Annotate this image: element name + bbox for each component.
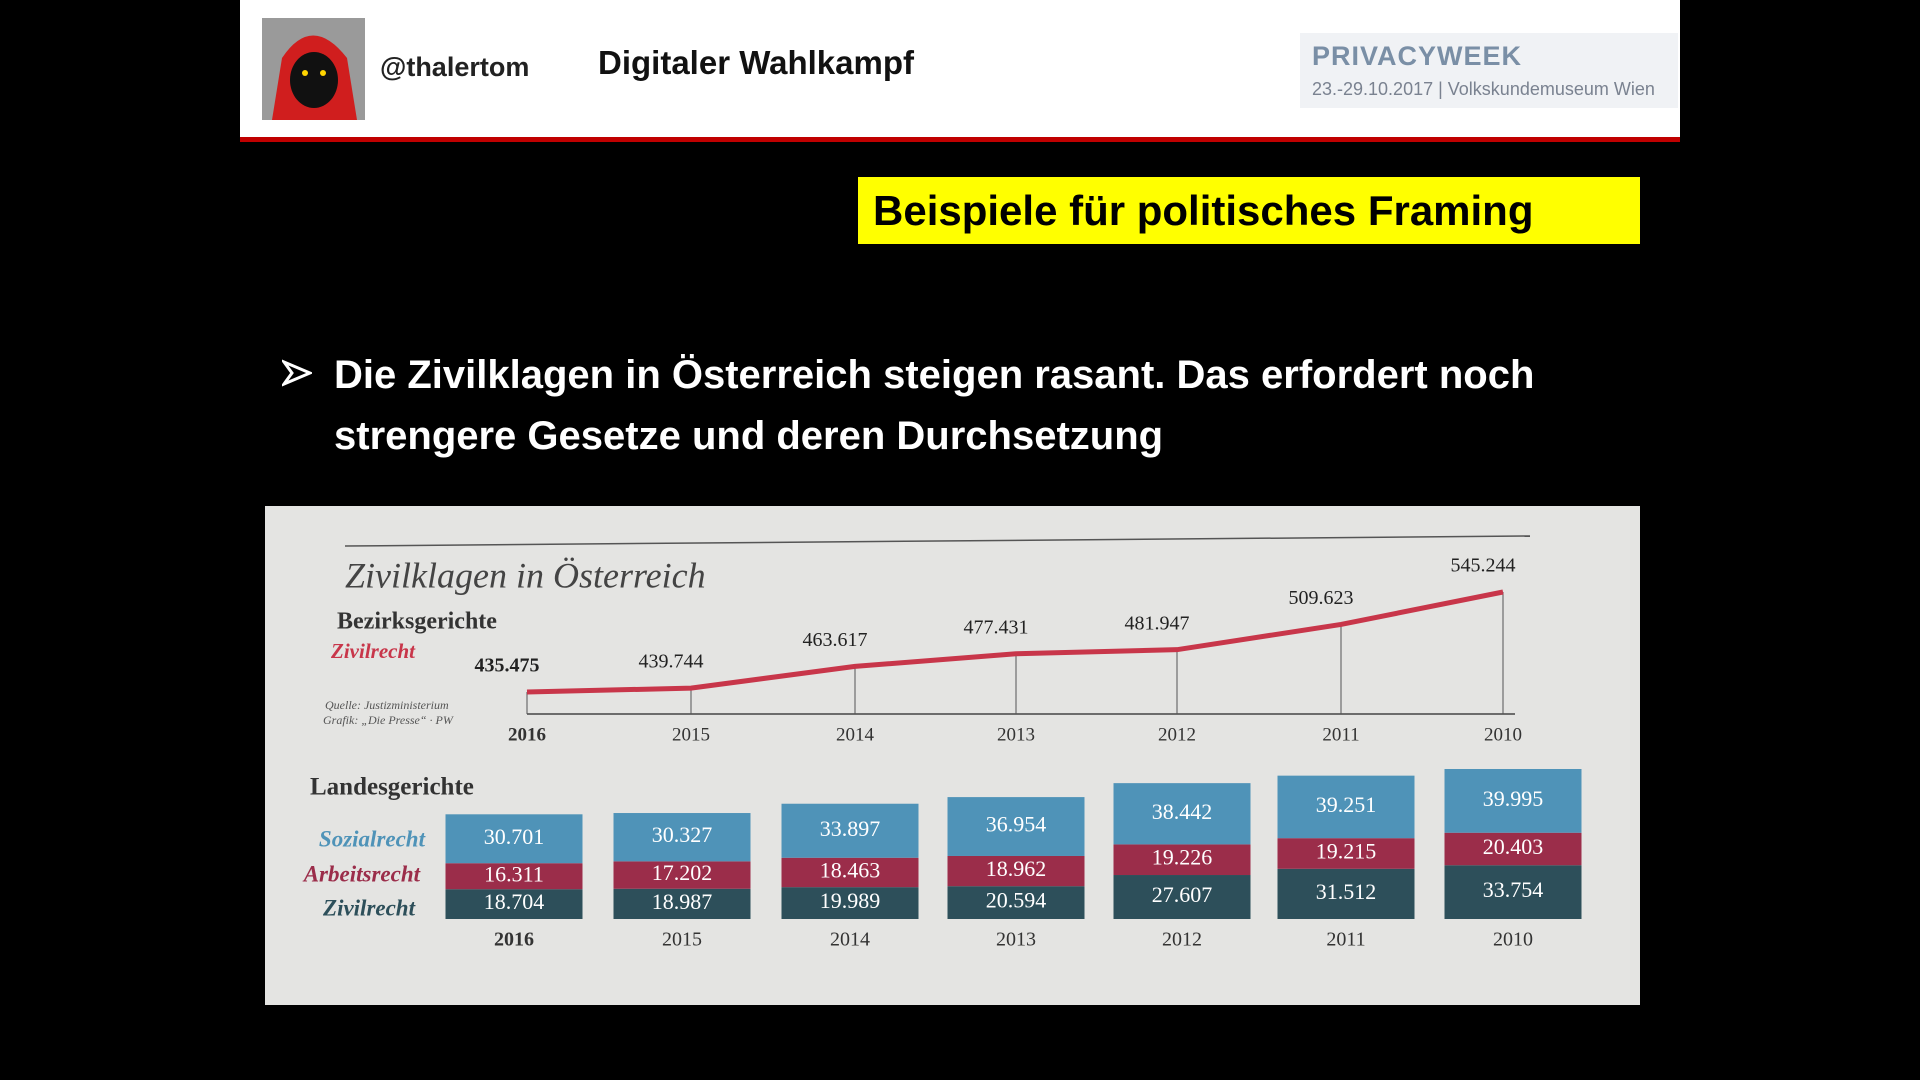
- value-label: 30.327: [652, 822, 713, 847]
- chart-title: Zivilklagen in Österreich: [345, 555, 706, 595]
- logo-title: PRIVACYWEEK: [1312, 41, 1523, 71]
- x-tick-label: 2016: [508, 724, 546, 745]
- bar-segment: [947, 797, 1085, 856]
- bullet-arrow: [282, 359, 312, 387]
- value-label: 19.215: [1316, 839, 1377, 864]
- value-label: 38.442: [1152, 799, 1213, 824]
- value-label: 39.995: [1483, 786, 1544, 811]
- x-tick-label: 2016: [494, 929, 534, 951]
- value-label: 27.607: [1152, 882, 1213, 907]
- bar-segment: [613, 888, 751, 919]
- legend-label: Arbeitsrecht: [302, 861, 421, 886]
- value-label: 17.202: [652, 860, 713, 885]
- bar-segment: [1444, 832, 1582, 866]
- value-label: 20.594: [986, 888, 1047, 913]
- value-label: 39.251: [1316, 792, 1377, 817]
- x-tick-label: 2015: [672, 724, 710, 745]
- bar-segment: [1277, 775, 1415, 839]
- legend-label: Sozialrecht: [319, 826, 426, 851]
- x-tick-label: 2012: [1162, 929, 1202, 951]
- chart-photo: Zivilklagen in Österreich Bezirksgerichte…: [265, 506, 1640, 1005]
- value-label: 33.754: [1483, 877, 1544, 902]
- credit: Grafik: „Die Presse“ · PW: [323, 713, 454, 727]
- value-label: 435.475: [475, 655, 540, 677]
- x-tick-label: 2011: [1326, 929, 1365, 951]
- bar-segment: [947, 886, 1085, 919]
- x-tick-label: 2015: [662, 929, 702, 951]
- value-label: 36.954: [986, 812, 1047, 837]
- slide-heading: Beispiele für politisches Framing: [858, 177, 1640, 244]
- bar-segment: [781, 887, 919, 919]
- bar-segment: [1444, 769, 1582, 833]
- handle: @thalertom: [380, 52, 530, 82]
- value-label: 31.512: [1316, 879, 1377, 904]
- chart-subtitle: Landesgerichte: [310, 774, 474, 801]
- value-label: 19.989: [820, 888, 881, 913]
- line: [526, 589, 1504, 695]
- value-label: 18.463: [820, 857, 881, 882]
- bar-segment: [1113, 875, 1251, 919]
- value-label: 30.701: [484, 824, 545, 849]
- value-label: 33.897: [820, 816, 881, 841]
- logo: PRIVACYWEEK 23.-29.10.2017 | Volkskundem…: [1300, 33, 1678, 108]
- bar-segment: [445, 889, 583, 919]
- x-tick-label: 2011: [1322, 724, 1359, 745]
- value-label: 18.987: [652, 889, 713, 914]
- value-label: 20.403: [1483, 834, 1544, 859]
- source: Quelle: Justizministerium: [325, 698, 449, 712]
- value-label: 463.617: [803, 629, 868, 651]
- chart-subtitle: Bezirksgerichte: [337, 609, 497, 635]
- value-label: 545.244: [1451, 555, 1516, 577]
- x-tick-label: 2012: [1158, 724, 1196, 745]
- x-tick-label: 2010: [1484, 724, 1522, 745]
- bar-segment: [445, 814, 583, 864]
- bar-segment: [781, 857, 919, 888]
- value-label: 481.947: [1125, 612, 1190, 634]
- x-tick-label: 2010: [1493, 929, 1533, 951]
- bar-segment: [1277, 868, 1415, 919]
- header-title: Digitaler Wahlkampf: [598, 44, 914, 81]
- bar-segment: [1113, 783, 1251, 845]
- value-label: 477.431: [964, 616, 1029, 638]
- value-label: 18.704: [484, 889, 545, 914]
- x-tick-label: 2014: [836, 724, 875, 745]
- bar-segment: [1113, 844, 1251, 876]
- header: @thalertom Digitaler Wahlkampf PRIVACYWE…: [240, 0, 1680, 142]
- bar-segment: [1277, 838, 1415, 869]
- bar-segment: [613, 861, 751, 889]
- value-label: 19.226: [1152, 845, 1213, 870]
- bar-segment: [445, 863, 583, 890]
- legend-label: Zivilrecht: [330, 639, 416, 663]
- bar-segment: [781, 803, 919, 858]
- x-tick-label: 2014: [830, 929, 870, 951]
- bar-segment: [1444, 865, 1582, 919]
- bullet-text: Die Zivilklagen in Österreich steigen ra…: [334, 353, 1535, 458]
- value-label: 18.962: [986, 856, 1047, 881]
- x-tick-label: 2013: [997, 724, 1035, 745]
- value-label: 439.744: [639, 651, 704, 673]
- avatar: [262, 18, 365, 120]
- logo-subtitle: 23.-29.10.2017 | Volkskundemuseum Wien: [1312, 79, 1655, 99]
- bar-segment: [947, 855, 1085, 887]
- x-tick-label: 2013: [996, 929, 1036, 951]
- value-label: 16.311: [484, 861, 544, 886]
- value-label: 509.623: [1289, 587, 1354, 609]
- legend-label: Zivilrecht: [322, 895, 416, 920]
- bar-segment: [613, 813, 751, 862]
